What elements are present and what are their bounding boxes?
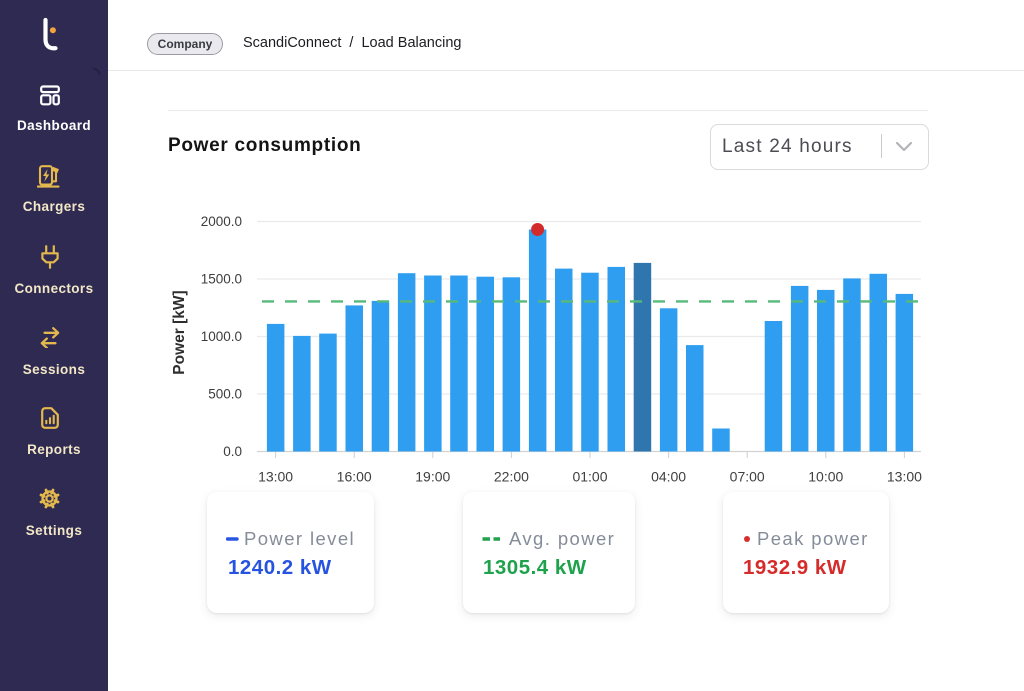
- svg-text:01:00: 01:00: [572, 469, 607, 485]
- svg-text:500.0: 500.0: [208, 387, 242, 402]
- svg-text:2000.0: 2000.0: [201, 214, 242, 229]
- svg-text:22:00: 22:00: [494, 469, 529, 485]
- svg-text:07:00: 07:00: [730, 469, 765, 485]
- svg-text:1500.0: 1500.0: [201, 272, 242, 287]
- svg-text:1000.0: 1000.0: [201, 329, 242, 344]
- svg-text:10:00: 10:00: [808, 469, 843, 485]
- svg-text:16:00: 16:00: [337, 469, 372, 485]
- svg-text:0.0: 0.0: [223, 444, 242, 459]
- svg-text:13:00: 13:00: [258, 469, 293, 485]
- svg-text:13:00: 13:00: [887, 469, 922, 485]
- svg-text:Power [kW]: Power [kW]: [171, 290, 188, 374]
- svg-text:04:00: 04:00: [651, 469, 686, 485]
- svg-text:19:00: 19:00: [415, 469, 450, 485]
